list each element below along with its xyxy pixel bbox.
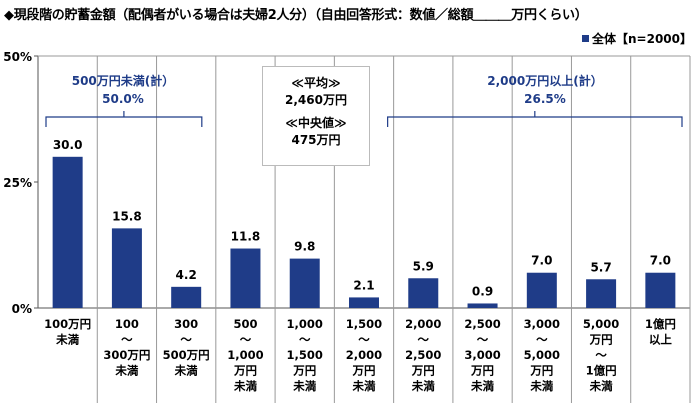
x-tick-label: 100 ～ 300万円未満 <box>103 317 150 378</box>
bar <box>111 228 142 308</box>
bar <box>586 279 617 308</box>
bar <box>289 258 320 308</box>
data-label: 4.2 <box>176 268 197 282</box>
data-label: 9.8 <box>294 240 315 254</box>
y-tick-label: 50% <box>3 50 32 64</box>
data-label: 2.1 <box>353 278 374 292</box>
annotation-under-500-label: 500万円未満(計） <box>71 74 175 88</box>
annotation-over-2000-label: 2,000万円以上(計） <box>487 74 603 88</box>
x-tick-label: 500 ～ 1,000 万円未満 <box>227 317 263 393</box>
bracket-over-2000 <box>387 111 683 127</box>
y-tick-label: 25% <box>3 176 32 190</box>
stats-box: ≪平均≫ 2,460万円 ≪中央値≫ 475万円 <box>262 66 370 166</box>
mean-label: ≪平均≫ <box>291 76 341 90</box>
chart-title: ◆現段階の貯蓄金額（配偶者がいる場合は夫婦2人分）（自由回答形式：数値／総額＿＿… <box>4 8 588 23</box>
data-label: 30.0 <box>53 138 83 152</box>
x-tick-label: 300 ～ 500万円未満 <box>163 317 210 378</box>
legend-swatch <box>582 35 589 42</box>
x-tick-label: 1,000 ～ 1,500 万円未満 <box>287 317 323 393</box>
bar <box>526 272 557 308</box>
data-label: 0.9 <box>472 284 493 298</box>
bracket-under-500 <box>45 111 203 127</box>
x-tick-label: 2,500 ～ 3,000 万円未満 <box>464 317 500 393</box>
bar <box>408 278 439 308</box>
bar <box>467 303 498 308</box>
legend-label: 全体【n=2000】 <box>592 32 692 46</box>
data-label: 7.0 <box>531 254 552 268</box>
x-tick-label: 3,000 ～ 5,000 万円未満 <box>524 317 560 393</box>
x-tick-label: 5,000 万円～ 1億円未満 <box>583 317 619 393</box>
y-tick-label: 0% <box>12 302 32 316</box>
bar <box>645 272 676 308</box>
x-tick-label: 1,500 ～ 2,000 万円未満 <box>346 317 382 393</box>
x-tick-label: 2,000 ～ 2,500 万円未満 <box>405 317 441 393</box>
annotation-over-2000: 2,000万円以上(計） 26.5% <box>470 72 620 108</box>
bar <box>230 248 261 308</box>
data-label: 5.9 <box>413 259 434 273</box>
annotation-under-500-value: 50.0% <box>102 92 144 106</box>
data-label: 7.0 <box>650 254 671 268</box>
bar <box>171 286 202 308</box>
x-tick-label: 100万円未満 <box>44 317 91 347</box>
mean-value: 2,460万円 <box>285 93 347 107</box>
bar <box>349 297 379 308</box>
annotation-over-2000-value: 26.5% <box>524 92 566 106</box>
median-value: 475万円 <box>291 133 341 147</box>
annotation-under-500: 500万円未満(計） 50.0% <box>48 72 198 108</box>
data-label: 11.8 <box>231 230 261 244</box>
x-tick-label: 1億円以上 <box>645 317 676 347</box>
bar <box>52 156 83 308</box>
median-label: ≪中央値≫ <box>285 116 347 130</box>
legend: 全体【n=2000】 <box>582 30 692 47</box>
data-label: 5.7 <box>590 260 611 274</box>
data-label: 15.8 <box>112 209 142 223</box>
